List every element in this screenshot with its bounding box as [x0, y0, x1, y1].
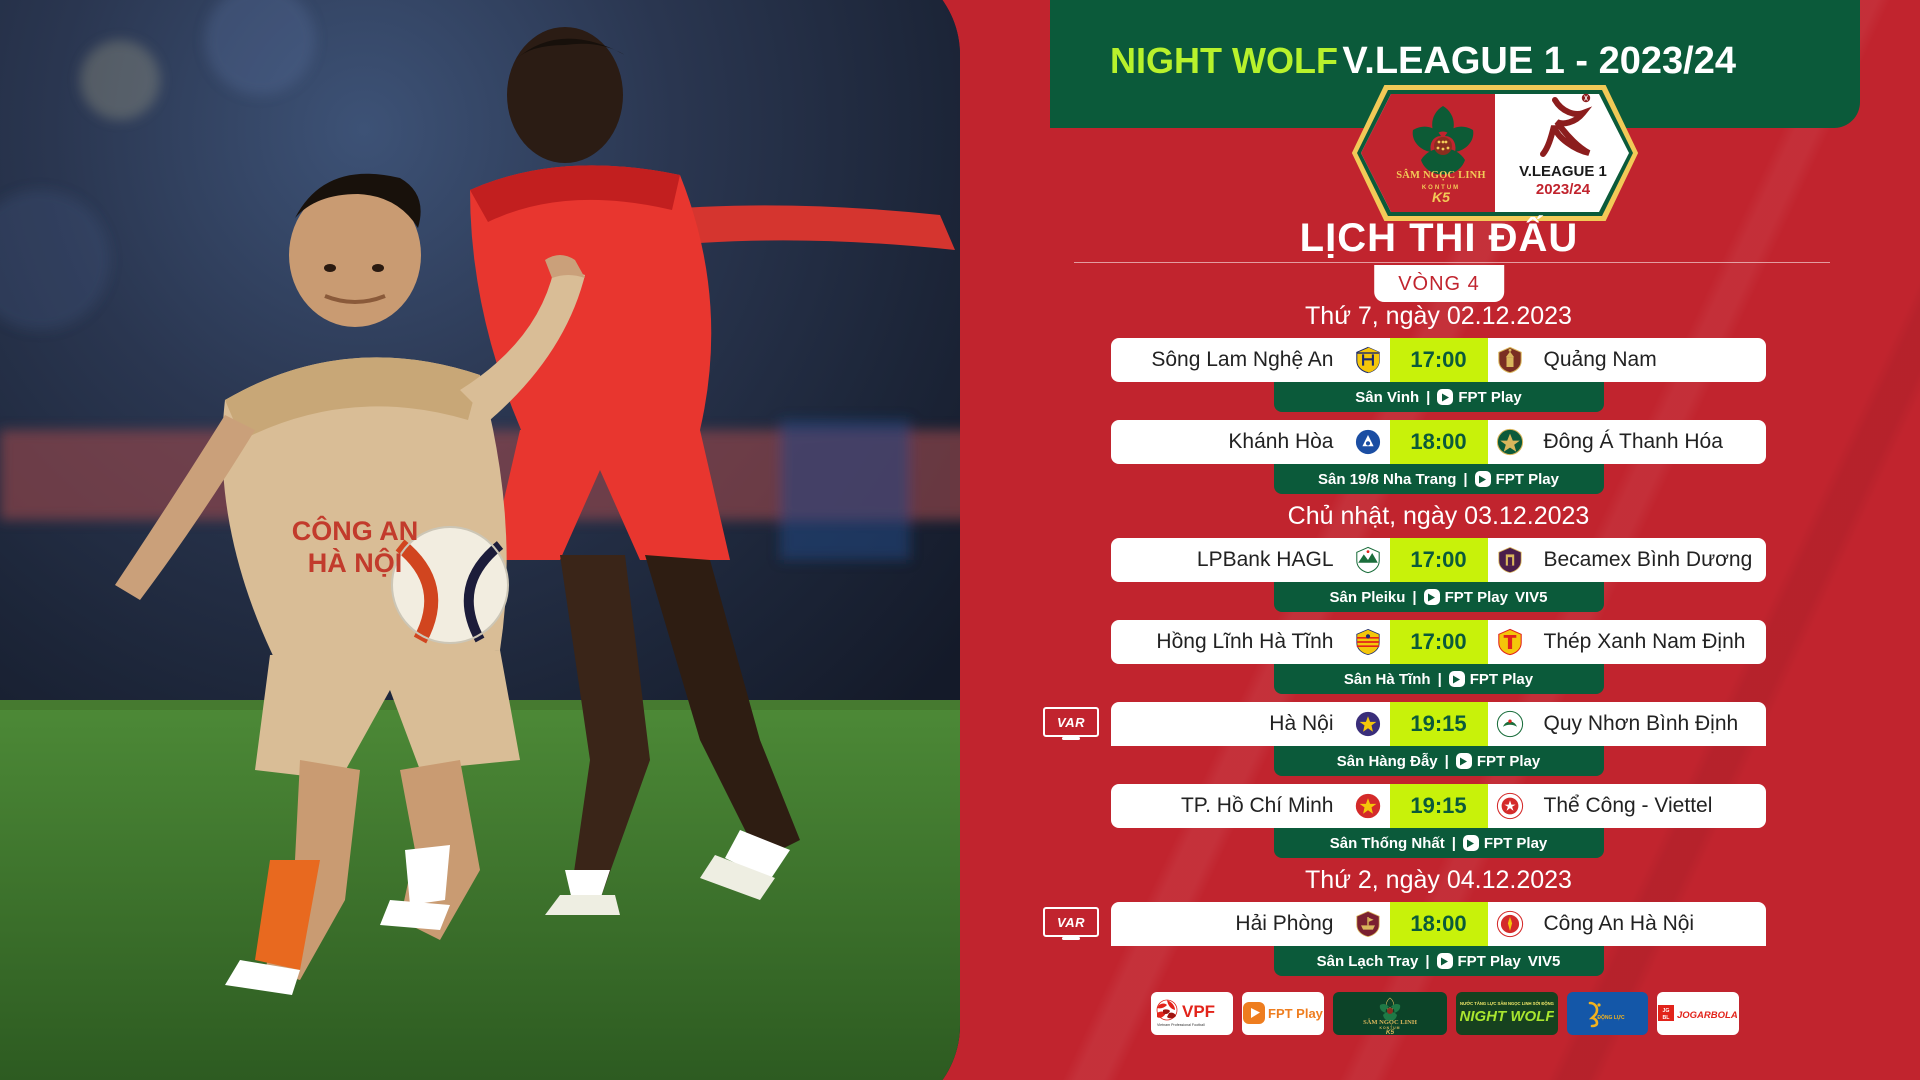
svg-text:BL: BL [1663, 1015, 1671, 1021]
svg-text:K5: K5 [1386, 1029, 1395, 1034]
svg-text:JG: JG [1663, 1008, 1670, 1014]
svg-text:K5: K5 [1432, 189, 1450, 205]
svg-text:SÂM NGỌC LINH: SÂM NGỌC LINH [1363, 1018, 1417, 1026]
svg-text:HÀ NỘI: HÀ NỘI [308, 547, 403, 578]
svg-text:NIGHT WOLF: NIGHT WOLF [1460, 1008, 1554, 1025]
svg-text:NƯỚC TĂNG LỰC SÂM NGỌC LINH SỚ: NƯỚC TĂNG LỰC SÂM NGỌC LINH SỚI ĐỘNG [1460, 1001, 1554, 1006]
svg-text:CÔNG AN: CÔNG AN [292, 515, 419, 546]
svg-text:JOGARBOLA: JOGARBOLA [1677, 1010, 1738, 1021]
svg-text:VPF: VPF [1182, 1002, 1215, 1021]
svg-text:FPT Play: FPT Play [1268, 1006, 1323, 1021]
svg-text:Vietnam Professional Football: Vietnam Professional Football [1157, 1023, 1205, 1027]
svg-text:SÂM NGỌC LINH: SÂM NGỌC LINH [1396, 169, 1486, 181]
svg-text:V.LEAGUE 1: V.LEAGUE 1 [1519, 163, 1607, 180]
svg-text:ĐỘNG LỰC: ĐỘNG LỰC [1597, 1013, 1625, 1021]
svg-text:2023/24: 2023/24 [1536, 181, 1591, 198]
